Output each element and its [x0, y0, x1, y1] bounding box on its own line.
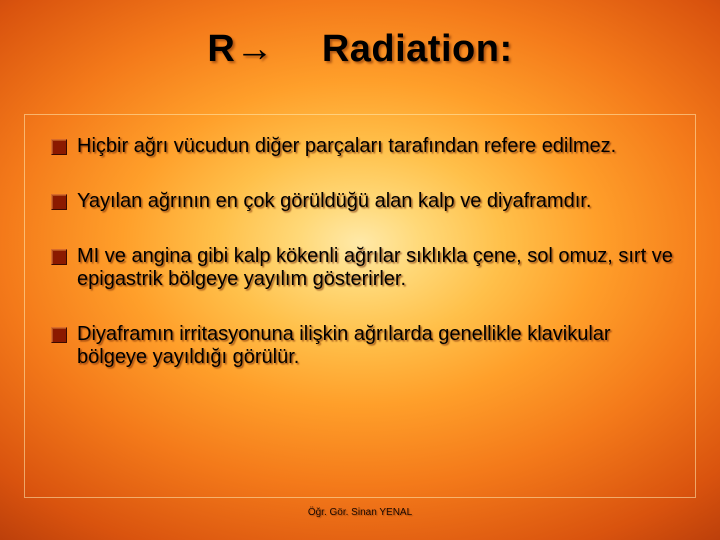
slide: R→ Radiation: Hiçbir ağrı vücudun diğer … — [0, 0, 720, 540]
list-item: Yayılan ağrının en çok görüldüğü alan ka… — [49, 190, 677, 213]
slide-title: R→ Radiation: — [0, 0, 720, 71]
title-right: Radiation: — [322, 28, 513, 71]
slide-footer: Öğr. Gör. Sinan YENAL — [0, 507, 720, 518]
list-item: Hiçbir ağrı vücudun diğer parçaları tara… — [49, 135, 677, 158]
list-item: MI ve angina gibi kalp kökenli ağrılar s… — [49, 245, 677, 291]
content-box: Hiçbir ağrı vücudun diğer parçaları tara… — [24, 114, 696, 498]
title-left: R→ — [207, 28, 273, 71]
list-item: Diyaframın irritasyonuna ilişkin ağrılar… — [49, 323, 677, 369]
bullet-list: Hiçbir ağrı vücudun diğer parçaları tara… — [25, 115, 695, 369]
